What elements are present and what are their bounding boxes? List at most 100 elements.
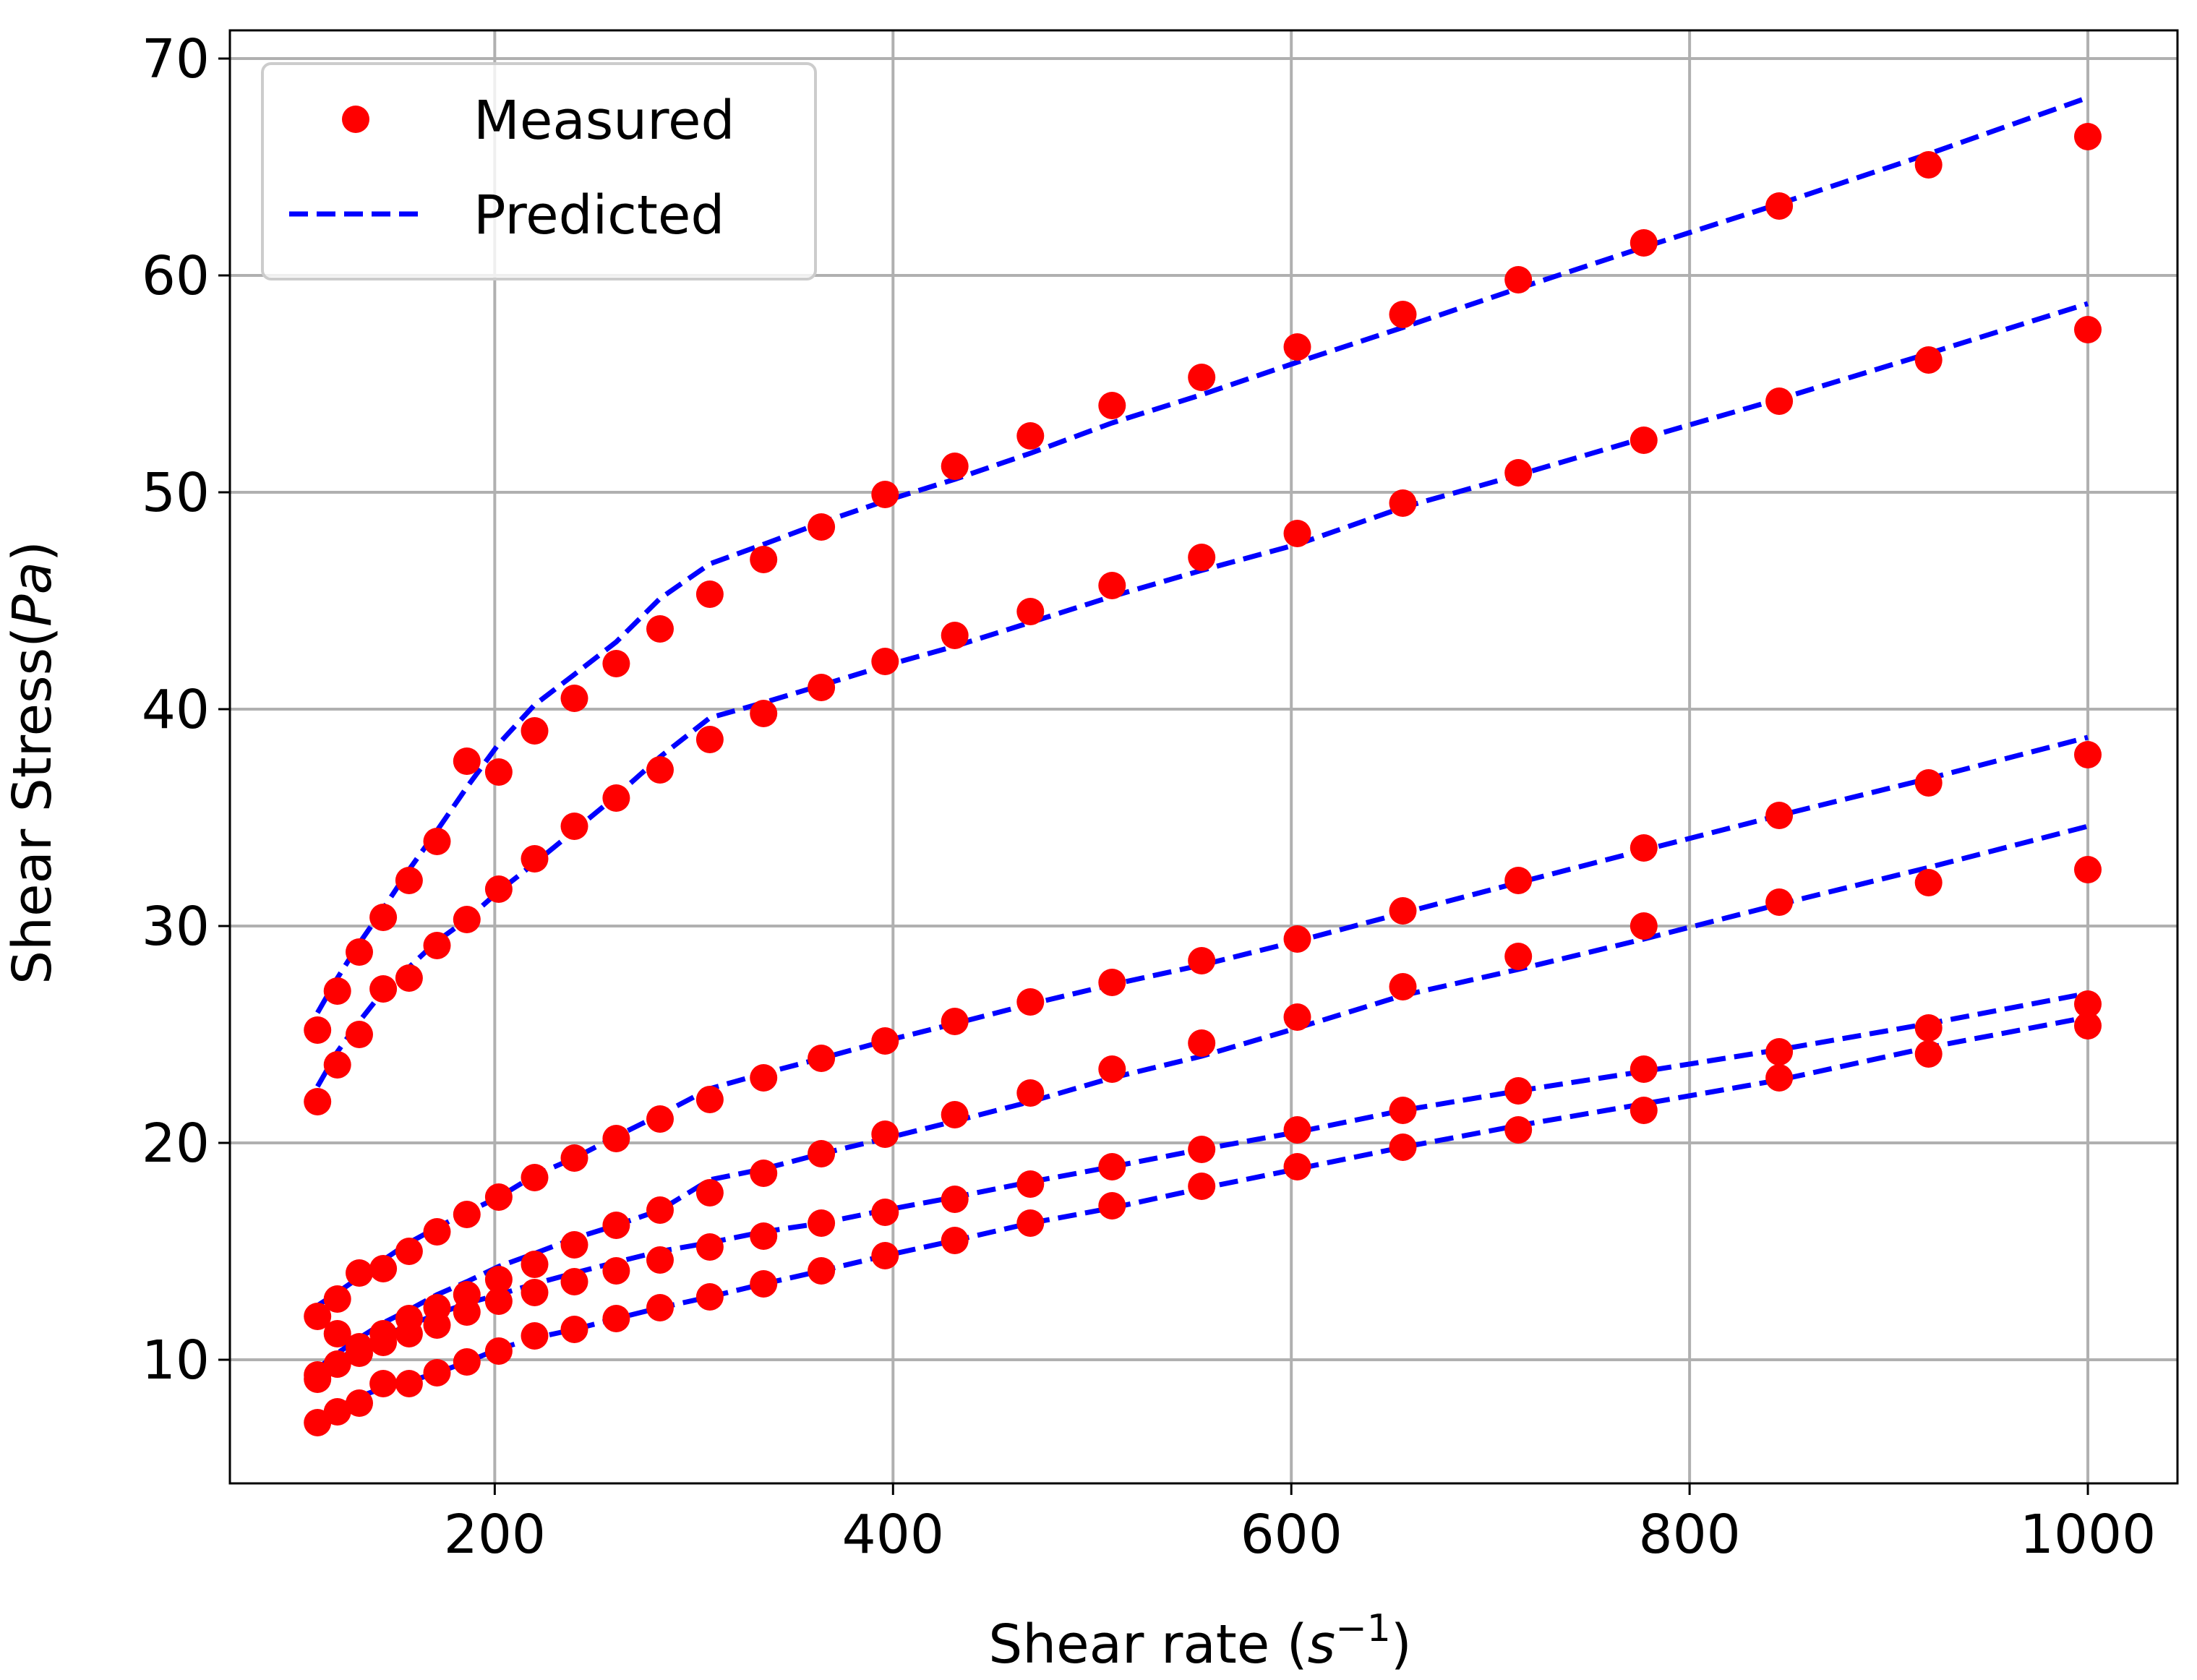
- measured-point-s4-19: [1098, 1055, 1126, 1083]
- measured-point-s2-23: [1504, 459, 1533, 487]
- measured-point-s2-20: [1188, 544, 1216, 571]
- measured-point-s4-27: [2074, 856, 2102, 883]
- measured-point-s3-19: [1098, 969, 1126, 996]
- x-tick-label: 600: [1241, 1504, 1342, 1566]
- measured-point-s4-24: [1629, 912, 1658, 940]
- y-tick-label: 50: [142, 462, 210, 524]
- measured-point-s2-13: [695, 726, 724, 753]
- measured-point-s6-3: [346, 1389, 373, 1417]
- measured-point-s3-8: [484, 1183, 513, 1211]
- measured-point-s3-25: [1765, 802, 1794, 829]
- y-tick-label: 30: [142, 896, 210, 958]
- measured-point-s5-14: [750, 1222, 778, 1250]
- measured-point-s3-14: [750, 1064, 778, 1092]
- measured-point-s5-13: [695, 1233, 724, 1261]
- measured-point-s1-16: [871, 481, 899, 508]
- measured-point-s2-17: [941, 622, 969, 649]
- measured-point-s3-9: [521, 1164, 549, 1191]
- measured-point-s1-7: [453, 747, 481, 775]
- measured-point-s6-25: [1765, 1064, 1794, 1092]
- measured-point-s2-3: [346, 1021, 373, 1048]
- measured-point-s1-5: [395, 867, 423, 894]
- measured-point-s3-15: [808, 1045, 836, 1072]
- measured-point-s3-1: [304, 1303, 332, 1330]
- measured-point-s5-22: [1389, 1097, 1417, 1124]
- measured-point-s6-19: [1098, 1192, 1126, 1220]
- measured-point-s2-24: [1629, 427, 1658, 454]
- measured-point-s4-22: [1389, 973, 1417, 1000]
- measured-point-s1-17: [941, 453, 969, 480]
- measured-point-s5-20: [1188, 1136, 1216, 1163]
- measured-point-s4-18: [1016, 1079, 1045, 1107]
- measured-point-s2-5: [395, 964, 423, 992]
- measured-point-s3-16: [871, 1027, 899, 1055]
- measured-point-s2-6: [423, 932, 451, 959]
- measured-point-s6-5: [395, 1370, 423, 1397]
- y-tick-label: 10: [142, 1329, 210, 1392]
- measured-point-s4-10: [560, 1231, 588, 1259]
- measured-point-s2-18: [1016, 598, 1045, 625]
- x-tick-label: 800: [1638, 1504, 1740, 1566]
- measured-point-s3-7: [453, 1201, 481, 1228]
- measured-point-s4-21: [1283, 1003, 1311, 1031]
- measured-point-s4-23: [1504, 943, 1533, 970]
- x-tick-label: 200: [444, 1504, 546, 1566]
- y-axis-ticks: 10 20 30 40 50 60 70: [142, 28, 230, 1392]
- measured-point-s1-24: [1629, 229, 1658, 257]
- measured-point-s2-26: [1914, 346, 1943, 374]
- measured-point-s3-11: [602, 1125, 630, 1152]
- measured-point-s3-5: [395, 1238, 423, 1265]
- measured-point-s5-15: [808, 1209, 836, 1237]
- measured-point-s6-22: [1389, 1133, 1417, 1161]
- y-tick-label: 40: [142, 679, 210, 741]
- measured-point-s5-16: [871, 1199, 899, 1226]
- measured-point-s6-27: [2074, 1012, 2102, 1040]
- measured-point-s4-9: [521, 1251, 549, 1278]
- measured-point-s1-13: [695, 580, 724, 608]
- measured-point-s4-20: [1188, 1029, 1216, 1057]
- measured-point-s6-21: [1283, 1153, 1311, 1180]
- measured-point-s5-24: [1629, 1055, 1658, 1083]
- measured-point-s4-2: [323, 1320, 351, 1347]
- measured-point-s4-13: [695, 1179, 724, 1207]
- measured-point-s1-6: [423, 828, 451, 855]
- measured-point-s2-1: [304, 1088, 332, 1115]
- measured-point-s1-2: [323, 977, 351, 1005]
- measured-point-s3-13: [695, 1086, 724, 1113]
- measured-point-s1-4: [369, 904, 398, 931]
- measured-point-s2-4: [369, 975, 398, 1003]
- measured-point-s2-10: [560, 813, 588, 840]
- measured-point-s3-10: [560, 1144, 588, 1172]
- measured-point-s1-27: [2074, 123, 2102, 150]
- measured-point-s4-11: [602, 1212, 630, 1239]
- measured-point-s1-12: [646, 615, 674, 643]
- measured-point-s3-27: [2074, 741, 2102, 768]
- measured-point-s6-11: [602, 1305, 630, 1332]
- measured-point-s5-6: [423, 1311, 451, 1339]
- predicted-line-2: [315, 301, 2089, 1088]
- measured-point-s6-15: [808, 1257, 836, 1285]
- measured-point-s3-18: [1016, 988, 1045, 1016]
- measured-point-s6-4: [369, 1370, 398, 1397]
- measured-point-s3-26: [1914, 769, 1943, 797]
- measured-point-s1-1: [304, 1016, 332, 1044]
- measured-point-s4-16: [871, 1120, 899, 1148]
- measured-point-s1-26: [1914, 151, 1943, 179]
- measured-point-s6-10: [560, 1316, 588, 1343]
- measured-point-s1-11: [602, 650, 630, 677]
- measured-point-s2-19: [1098, 572, 1126, 599]
- measured-point-s5-23: [1504, 1077, 1533, 1105]
- measured-point-s1-9: [521, 717, 549, 745]
- measured-point-s3-22: [1389, 897, 1417, 925]
- measured-point-s6-20: [1188, 1173, 1216, 1200]
- measured-point-s2-25: [1765, 387, 1794, 415]
- measured-point-s3-3: [346, 1259, 373, 1287]
- y-tick-label: 60: [142, 245, 210, 307]
- measured-point-s2-22: [1389, 489, 1417, 517]
- measured-point-s5-26: [1914, 1014, 1943, 1042]
- plot-frame: [228, 29, 2179, 1485]
- measured-point-s1-22: [1389, 301, 1417, 328]
- legend-box: [261, 62, 817, 280]
- measured-point-s5-3: [346, 1340, 373, 1367]
